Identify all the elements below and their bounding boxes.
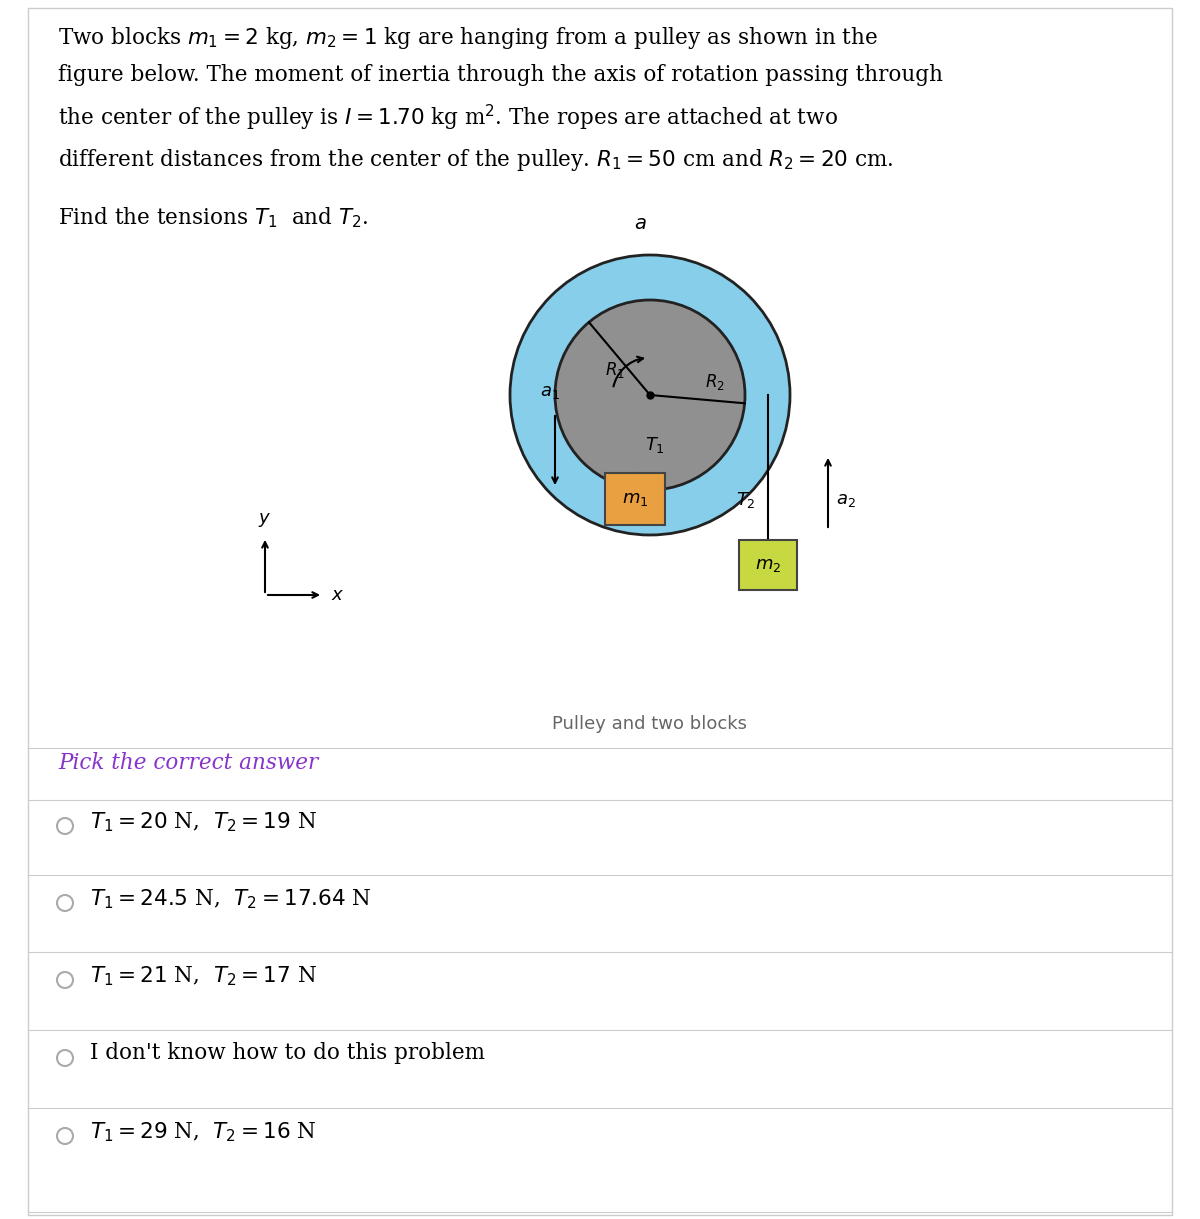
Text: $R_2$: $R_2$ bbox=[706, 372, 725, 393]
Text: $m_2$: $m_2$ bbox=[755, 556, 781, 574]
Circle shape bbox=[510, 255, 790, 535]
Text: $y$: $y$ bbox=[258, 511, 271, 529]
Text: Pick the correct answer: Pick the correct answer bbox=[58, 752, 318, 774]
FancyBboxPatch shape bbox=[605, 473, 665, 525]
Text: $T_1$: $T_1$ bbox=[646, 435, 665, 455]
Text: $T_2$: $T_2$ bbox=[737, 490, 756, 510]
Text: Two blocks $m_1 = 2$ kg, $m_2 = 1$ kg are hanging from a pulley as shown in the
: Two blocks $m_1 = 2$ kg, $m_2 = 1$ kg ar… bbox=[58, 26, 943, 173]
Text: $T_1 = 20$ N,  $T_2 = 19$ N: $T_1 = 20$ N, $T_2 = 19$ N bbox=[90, 809, 317, 834]
FancyBboxPatch shape bbox=[739, 540, 797, 590]
Text: $a$: $a$ bbox=[634, 215, 647, 233]
Text: $T_1 = 21$ N,  $T_2 = 17$ N: $T_1 = 21$ N, $T_2 = 17$ N bbox=[90, 964, 317, 987]
Text: $m_1$: $m_1$ bbox=[622, 490, 648, 508]
Text: Pulley and two blocks: Pulley and two blocks bbox=[552, 716, 748, 733]
Text: $a_2$: $a_2$ bbox=[836, 491, 856, 510]
Text: $T_1 = 29$ N,  $T_2 = 16$ N: $T_1 = 29$ N, $T_2 = 16$ N bbox=[90, 1120, 317, 1143]
Circle shape bbox=[554, 300, 745, 490]
Text: I don't know how to do this problem: I don't know how to do this problem bbox=[90, 1042, 485, 1064]
Text: $R_1$: $R_1$ bbox=[605, 360, 625, 380]
Text: Find the tensions $T_1$  and $T_2$.: Find the tensions $T_1$ and $T_2$. bbox=[58, 205, 368, 229]
Text: $T_1 = 24.5$ N,  $T_2 = 17.64$ N: $T_1 = 24.5$ N, $T_2 = 17.64$ N bbox=[90, 887, 372, 911]
Text: $x$: $x$ bbox=[331, 586, 344, 603]
Text: $a_1$: $a_1$ bbox=[540, 383, 560, 401]
